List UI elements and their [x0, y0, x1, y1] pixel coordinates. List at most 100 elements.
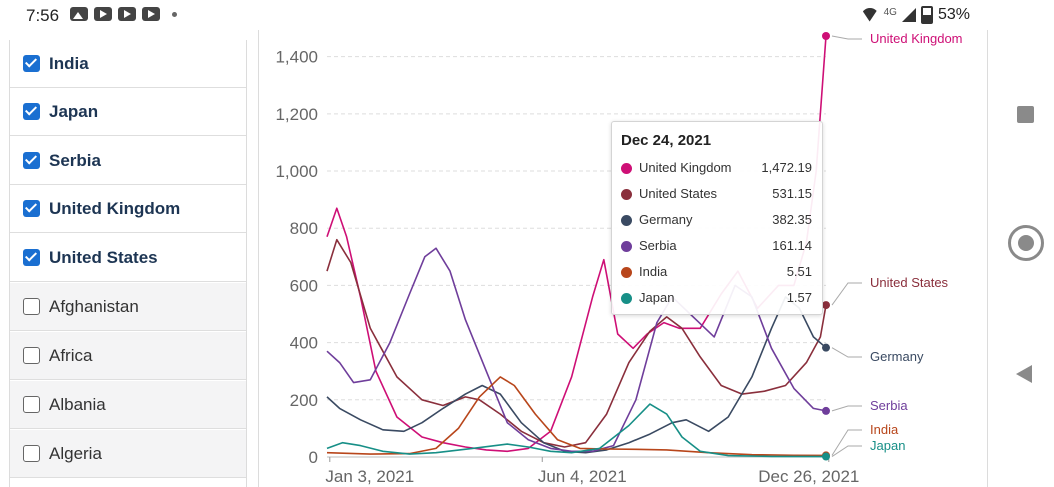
label-connector	[831, 445, 862, 458]
tooltip-series-name: United Kingdom	[639, 160, 732, 175]
y-tick-label: 400	[290, 334, 318, 353]
label-connector	[831, 35, 862, 40]
series-end-point	[822, 452, 830, 461]
checkbox-checked-icon[interactable]	[23, 55, 40, 72]
label-connector	[831, 429, 862, 456]
y-tick-label: 600	[290, 276, 318, 295]
series-end-point	[822, 32, 830, 40]
filter-row[interactable]: Japan	[10, 88, 246, 136]
legend-dot-icon	[621, 293, 632, 304]
filter-label: India	[49, 53, 89, 73]
series-end-point	[822, 301, 830, 310]
filter-row[interactable]: United States	[10, 234, 246, 282]
checkbox-checked-icon[interactable]	[23, 200, 40, 217]
series-end-label: Japan	[870, 438, 905, 453]
y-tick-label: 1,200	[275, 105, 318, 124]
chart-tooltip: Dec 24, 2021 United Kingdom 1,472.19 Unite…	[611, 121, 823, 315]
series-line	[326, 296, 827, 454]
tooltip-series-value: 5.51	[786, 264, 812, 279]
filter-row[interactable]: India	[10, 40, 246, 88]
legend-dot-icon	[621, 163, 632, 174]
signal-icon	[901, 8, 916, 22]
youtube-icon	[94, 7, 112, 21]
filter-row[interactable]: Africa	[10, 332, 246, 380]
y-tick-label: 0	[309, 448, 318, 467]
tooltip-row: Serbia 161.14	[612, 236, 824, 262]
series-end-label: United States	[870, 275, 949, 290]
tooltip-series-name: Japan	[639, 290, 675, 305]
youtube-icon	[118, 7, 136, 21]
chart-frame	[258, 30, 988, 487]
back-icon[interactable]	[1016, 365, 1032, 383]
x-tick-label: Jan 3, 2021	[325, 467, 414, 486]
checkbox-unchecked-icon[interactable]	[23, 298, 40, 315]
country-filter-list: India Japan Serbia United Kingdom United Sta…	[9, 40, 247, 487]
recent-apps-icon[interactable]	[1017, 106, 1034, 123]
legend-dot-icon	[621, 241, 632, 252]
checkbox-unchecked-icon[interactable]	[23, 396, 40, 413]
tooltip-series-value: 531.15	[772, 186, 812, 201]
battery-icon	[920, 6, 933, 24]
x-tick-label: Dec 26, 2021	[758, 467, 859, 486]
tooltip-row: Germany 382.35	[612, 210, 824, 236]
tooltip-row: United Kingdom 1,472.19	[612, 158, 824, 184]
checkbox-unchecked-icon[interactable]	[23, 347, 40, 364]
legend-dot-icon	[621, 267, 632, 278]
filter-row[interactable]: Algeria	[10, 430, 246, 478]
filter-label: United States	[49, 247, 158, 267]
tooltip-date: Dec 24, 2021	[621, 132, 712, 149]
tooltip-series-name: Serbia	[639, 238, 677, 253]
checkbox-unchecked-icon[interactable]	[23, 445, 40, 462]
tooltip-row: Japan 1.57	[612, 288, 824, 314]
filter-row[interactable]: Afghanistan	[10, 283, 246, 331]
checkbox-checked-icon[interactable]	[23, 152, 40, 169]
status-bar: 7:56 4G 53%	[0, 0, 1054, 30]
checkbox-checked-icon[interactable]	[23, 249, 40, 266]
checkbox-checked-icon[interactable]	[23, 103, 40, 120]
series-line	[326, 238, 827, 448]
filter-row[interactable]: United Kingdom	[10, 185, 246, 233]
series-line	[326, 403, 827, 458]
tooltip-series-value: 1.57	[786, 290, 812, 305]
y-tick-label: 200	[290, 391, 318, 410]
status-time: 7:56	[26, 6, 60, 25]
battery-level: 53%	[937, 6, 970, 23]
series-end-label: Serbia	[870, 398, 908, 413]
series-end-label: Germany	[870, 349, 924, 364]
notification-icons	[70, 7, 177, 21]
series-end-label: India	[870, 422, 899, 437]
tooltip-series-value: 382.35	[772, 212, 812, 227]
image-icon	[70, 7, 88, 21]
series-end-point	[822, 406, 830, 415]
more-notifications-icon	[172, 11, 177, 17]
legend-dot-icon	[621, 215, 632, 226]
filter-label: Africa	[49, 345, 93, 365]
legend-dot-icon	[621, 189, 632, 200]
filter-label: Albania	[49, 394, 106, 414]
series-line	[326, 376, 827, 457]
filter-row[interactable]: Albania	[10, 381, 246, 429]
y-tick-label: 1,400	[275, 48, 318, 67]
series-end-point	[822, 343, 830, 352]
y-tick-label: 1,000	[275, 162, 318, 181]
tooltip-series-name: India	[639, 264, 668, 279]
x-tick-label: Jun 4, 2021	[538, 467, 627, 486]
filter-row[interactable]: Serbia	[10, 137, 246, 185]
tooltip-series-name: Germany	[639, 212, 693, 227]
label-connector	[831, 405, 862, 412]
filter-label: Algeria	[49, 443, 102, 463]
tooltip-row: United States 531.15	[612, 184, 824, 210]
label-connector	[831, 347, 862, 358]
tooltip-series-name: United States	[639, 186, 718, 201]
tooltip-series-value: 161.14	[772, 238, 812, 253]
series-end-label: United Kingdom	[870, 31, 963, 46]
network-type: 4G	[883, 6, 897, 18]
filter-label: Afghanistan	[49, 296, 139, 316]
tooltip-row: India 5.51	[612, 262, 824, 288]
filter-label: Japan	[49, 101, 99, 121]
youtube-icon	[142, 7, 160, 21]
android-nav-bar	[1000, 30, 1054, 487]
home-icon[interactable]	[1008, 225, 1044, 261]
line-chart: 0 200 400 600 800 1,000 1,200 1,400 Jan 3, 2021 J…	[275, 31, 963, 486]
filter-label: Serbia	[49, 150, 101, 170]
